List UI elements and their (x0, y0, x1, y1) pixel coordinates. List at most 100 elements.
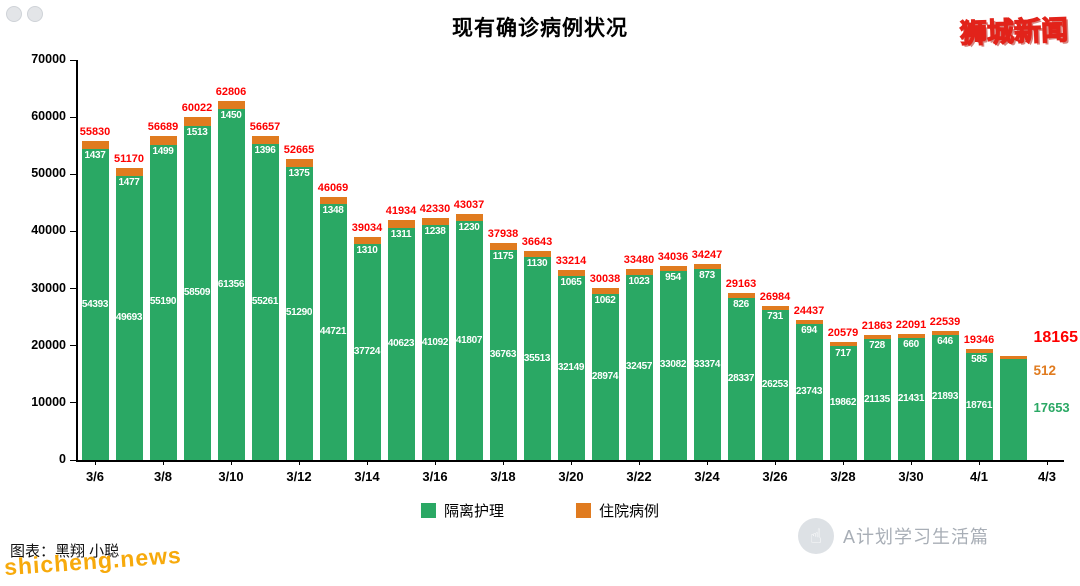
bar-segment-isolation (489, 249, 517, 460)
bar-total-label: 42330 (419, 203, 451, 216)
bar-stack (387, 220, 415, 460)
bar-hospital-label: 1477 (118, 177, 140, 189)
bar-segment-isolation (897, 337, 925, 460)
bar-segment-hospital (319, 196, 347, 205)
bar-hospital-label: 646 (937, 335, 953, 347)
bar-hospital-label: 728 (869, 340, 885, 352)
bar-hospital-label: 1130 (526, 258, 548, 270)
bar-total-label: 56657 (249, 121, 281, 134)
bar-segment-hospital (693, 264, 721, 270)
bar-hospital-label: 1348 (322, 205, 344, 217)
bar-stack (115, 167, 143, 460)
bar-segment-hospital (965, 349, 993, 353)
bar-segment-isolation (353, 244, 381, 460)
bar-segment-hospital (931, 331, 959, 335)
bar-isolation-label: 33374 (693, 358, 721, 370)
bar-stack (81, 140, 109, 460)
bar-total-label: 22539 (929, 316, 961, 329)
bar-stack (149, 136, 177, 460)
x-axis-tick (366, 460, 368, 465)
x-axis-label: 3/30 (898, 469, 924, 484)
bar-segment-isolation (421, 225, 449, 460)
x-axis-label: 3/26 (762, 469, 788, 484)
bar-isolation-label: 19862 (829, 397, 857, 409)
bar-stack (353, 236, 381, 460)
x-axis-tick (94, 460, 96, 465)
bar-isolation-label: 18761 (965, 400, 993, 412)
bar-isolation-label: 37724 (353, 346, 381, 358)
chart-title: 现有确诊病例状况 (452, 17, 628, 40)
bar-isolation-label: 55190 (149, 296, 177, 308)
bar-total-label: 34036 (657, 250, 689, 263)
bar-isolation-label: 32457 (625, 361, 653, 373)
bar-hospital-label: 1062 (594, 295, 616, 307)
bar-segment-isolation (761, 309, 789, 460)
bar-isolation-label: 61356 (217, 278, 245, 290)
bar-hospital-label: 1375 (288, 167, 310, 179)
bar-isolation-label: 54393 (81, 298, 109, 310)
bar-hospital-label: 954 (665, 271, 681, 283)
bar-segment-isolation (455, 221, 483, 460)
bar-segment-isolation (693, 269, 721, 460)
bar-segment-hospital (183, 117, 211, 126)
bar-isolation-label: 40623 (387, 337, 415, 349)
bar-segment-hospital (149, 136, 177, 145)
plot-area: 0 10000 20000 30000 40000 50000 60000 70000 3/6 3… (31, 52, 1078, 484)
bar-isolation-label: 17653 (1033, 399, 1070, 415)
x-axis-tick (570, 460, 572, 465)
bar-stack (285, 159, 313, 460)
bar-hospital-label: 694 (801, 325, 817, 337)
bar-stack (965, 349, 993, 460)
bar-total-label: 34247 (691, 249, 723, 262)
bar-isolation-label: 36763 (489, 348, 517, 360)
bar-segment-isolation (387, 227, 415, 460)
x-axis-tick (502, 460, 504, 465)
bar-segment-hospital (591, 288, 619, 295)
bar-total-label: 33214 (555, 255, 587, 268)
bar-hospital-label: 585 (971, 353, 987, 365)
corner-icons (6, 6, 43, 22)
bar-segment-isolation (727, 298, 755, 460)
bar-segment-isolation (625, 274, 653, 460)
bar-stack (217, 101, 245, 460)
corner-icon-2 (27, 6, 43, 22)
bar-hospital-label: 873 (699, 270, 715, 282)
x-axis-tick (162, 460, 164, 465)
bar-segment-isolation (591, 294, 619, 460)
x-axis-label: 4/3 (1037, 469, 1057, 484)
bar-total-label: 51170 (114, 152, 144, 165)
x-axis-tick (910, 460, 912, 465)
site-logo-icon: 狮城新闻 (959, 14, 1069, 50)
x-axis-label: 3/14 (354, 469, 380, 484)
bar-segment-isolation (999, 359, 1027, 460)
bar-hospital-label: 1175 (492, 250, 514, 262)
bottom-right-watermark: ☝ A计划学习生活篇 (798, 518, 989, 554)
y-axis-label: 30000 (31, 280, 66, 295)
bar-segment-hospital (863, 335, 891, 340)
chart-credit-caption: 图表：黑翔 小聪 (10, 543, 120, 560)
bar-isolation-label: 26253 (761, 378, 789, 390)
bar-stack (251, 136, 279, 460)
legend-swatch-isolation-icon (420, 503, 436, 518)
x-axis-label: 3/22 (626, 469, 652, 484)
bar-hospital-label: 1437 (84, 150, 106, 162)
y-axis-tick (70, 59, 76, 61)
y-axis-tick (70, 230, 76, 232)
bar-stack (999, 356, 1027, 460)
x-axis-tick (434, 460, 436, 465)
bar-segment-hospital (727, 293, 755, 299)
bar-segment-hospital (761, 305, 789, 310)
bar-stack (727, 293, 755, 460)
bar-segment-hospital (81, 140, 109, 150)
bar-segment-hospital (421, 218, 449, 226)
bar-hospital-label: 512 (1033, 363, 1057, 379)
bar-hospital-label: 1065 (560, 277, 582, 289)
bar-stack (693, 264, 721, 460)
bar-stack (557, 270, 585, 460)
legend-item-isolation: 隔离护理 (420, 500, 504, 521)
bar-segment-isolation (863, 339, 891, 460)
bar-stack (421, 218, 449, 460)
x-axis-label: 3/16 (422, 469, 448, 484)
x-axis-label: 3/28 (830, 469, 856, 484)
bar-total-label: 60022 (181, 102, 213, 115)
